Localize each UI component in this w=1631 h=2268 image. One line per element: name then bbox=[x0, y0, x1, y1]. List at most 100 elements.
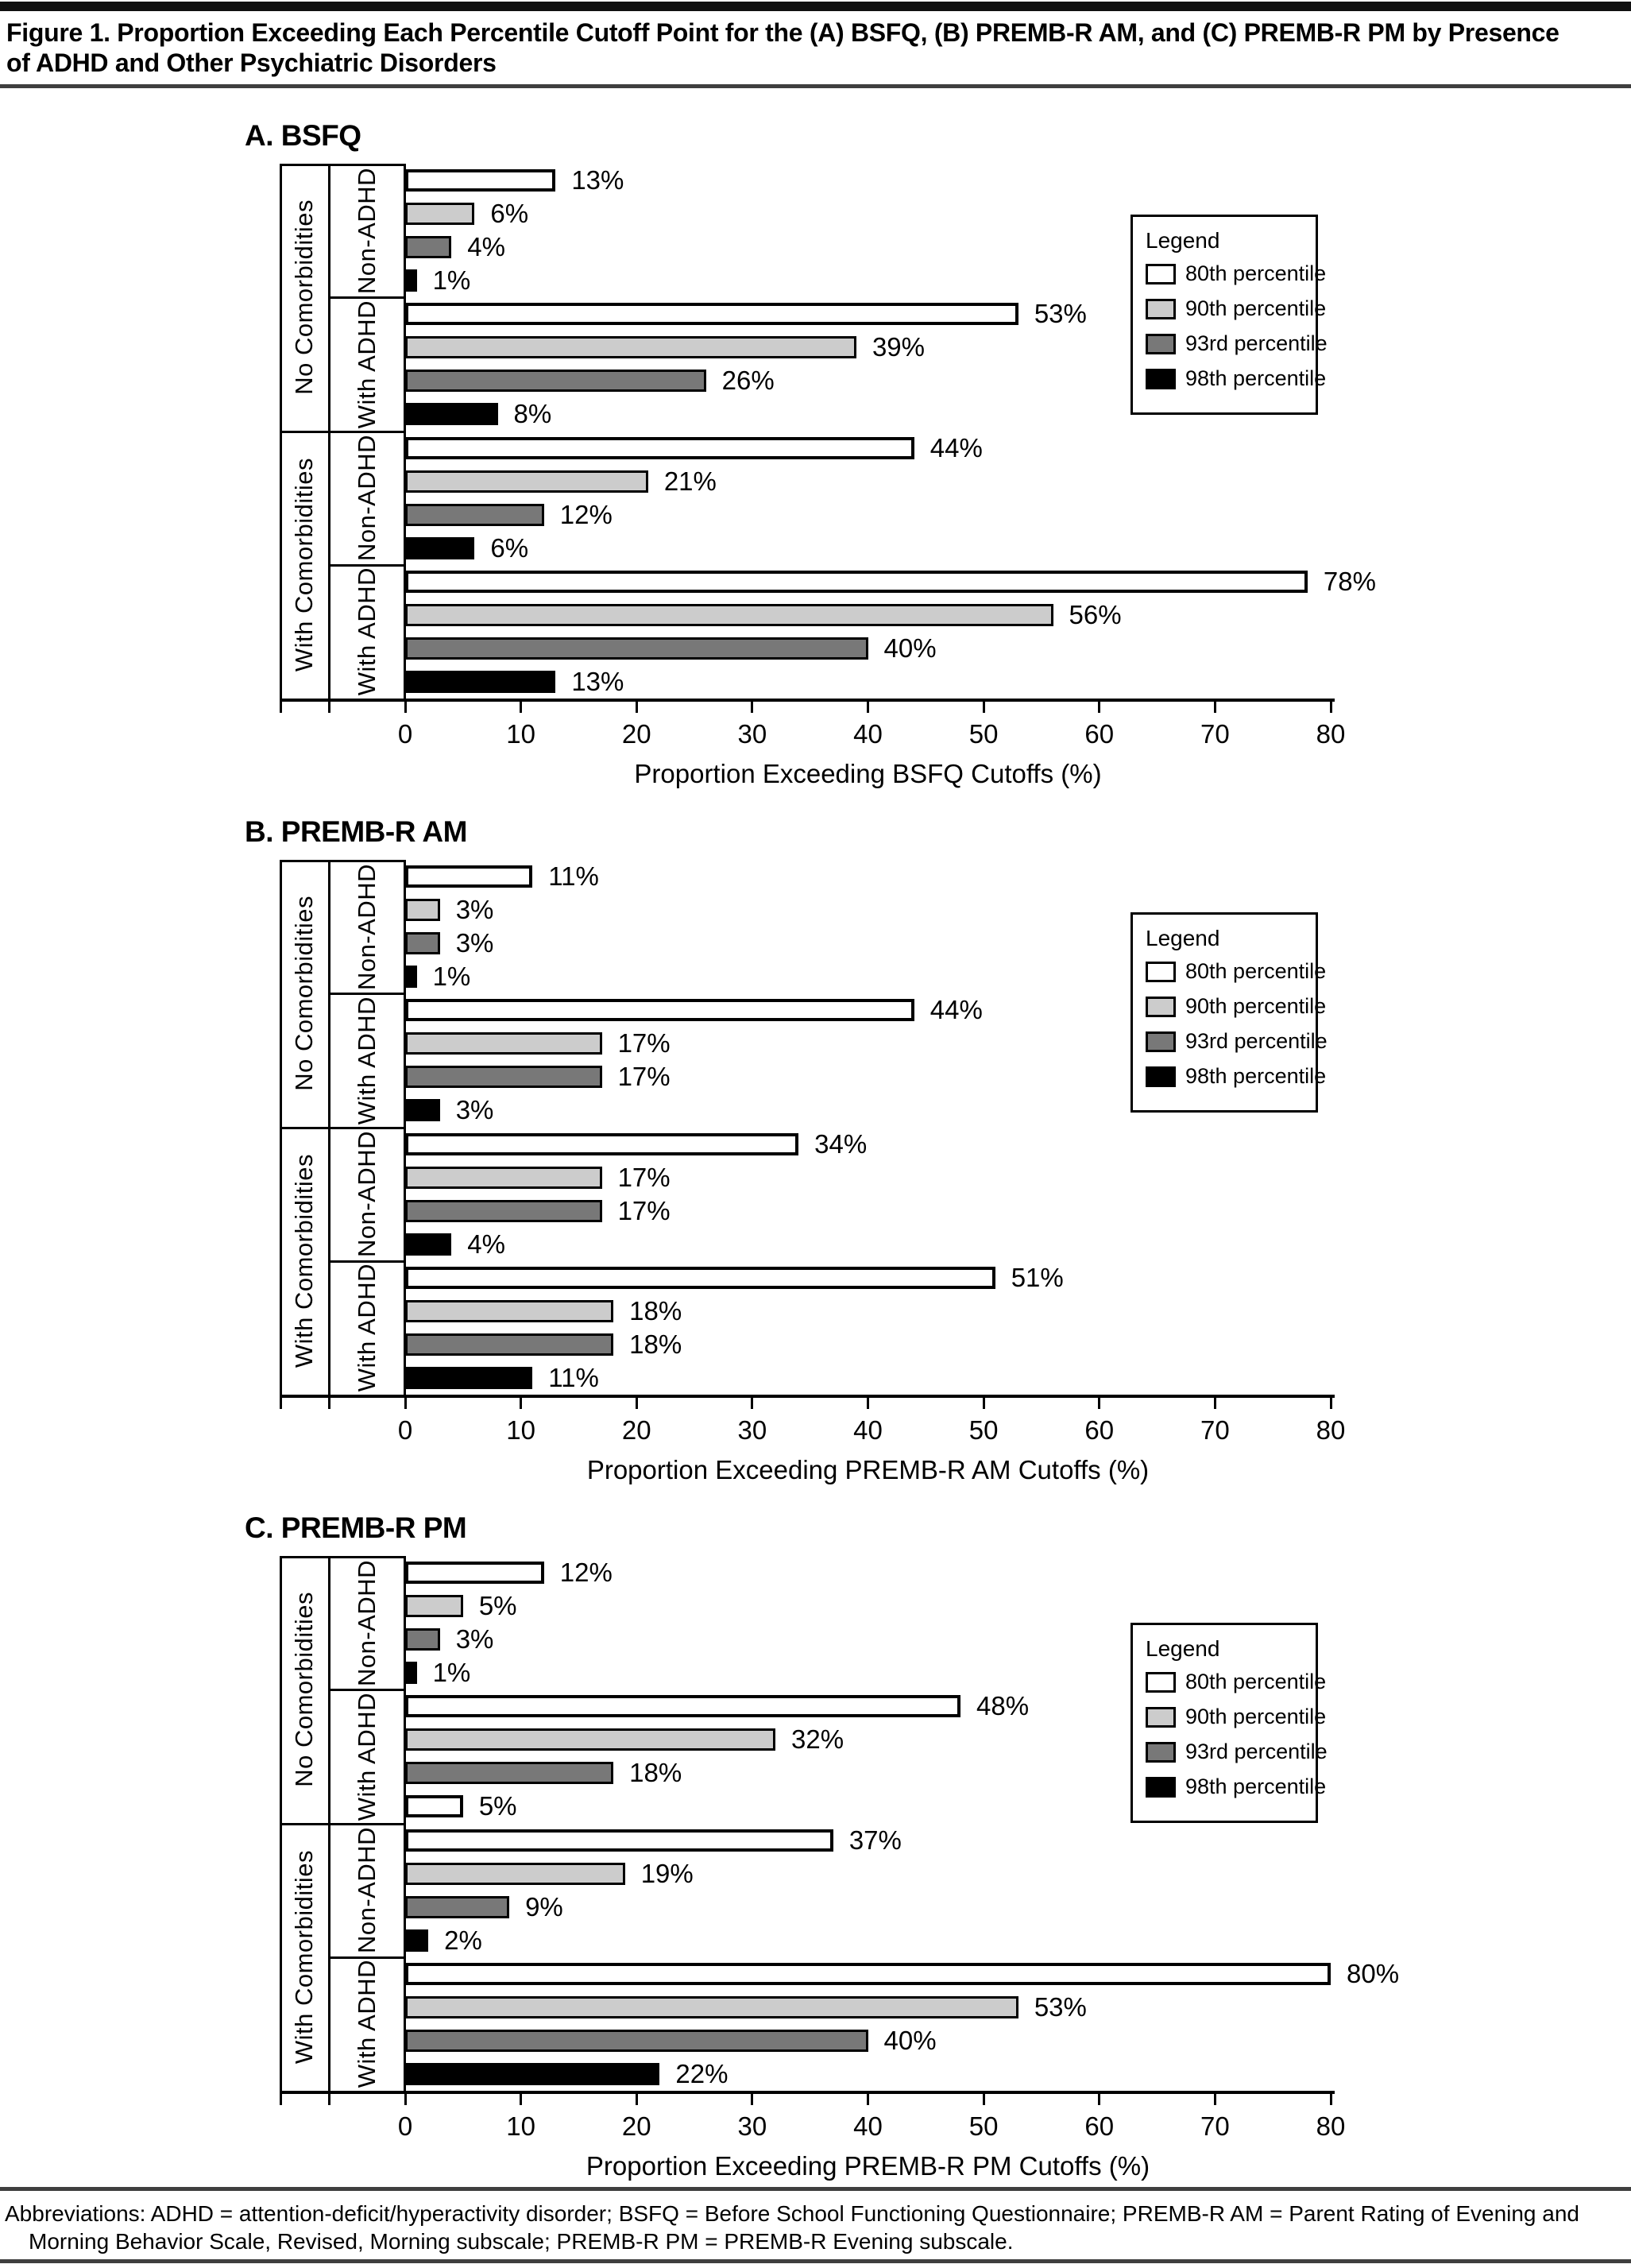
x-axis-tick-label: 30 bbox=[737, 719, 767, 749]
x-axis-tick-label: 20 bbox=[621, 719, 651, 749]
outer-group-label: No Comorbidities bbox=[280, 164, 328, 432]
x-axis-tick bbox=[982, 1398, 985, 1409]
bar-93rd bbox=[405, 236, 452, 259]
x-axis-tick-label: 40 bbox=[853, 1415, 883, 1445]
x-axis-tick bbox=[751, 702, 754, 713]
x-axis-title: Proportion Exceeding BSFQ Cutoffs (%) bbox=[634, 759, 1102, 788]
x-axis-tick bbox=[867, 2094, 869, 2105]
x-axis-tick-label: 80 bbox=[1316, 2111, 1346, 2141]
bar-value-label: 56% bbox=[1069, 599, 1122, 629]
bar-90th bbox=[405, 1166, 602, 1189]
subgroup-divider-lower bbox=[328, 1260, 405, 1263]
bar-value-label: 12% bbox=[559, 499, 613, 529]
group-table-outer-line bbox=[280, 860, 282, 1398]
x-axis-tick bbox=[635, 2094, 638, 2105]
legend-swatch-p93 bbox=[1146, 333, 1176, 354]
inner-group-label-text: With ADHD bbox=[352, 300, 381, 428]
bar-80th bbox=[405, 1829, 833, 1852]
x-axis-tick-label: 80 bbox=[1316, 719, 1346, 749]
x-axis-tick-label: 20 bbox=[621, 2111, 651, 2141]
bar-value-label: 6% bbox=[490, 199, 529, 229]
legend-item-label: 80th percentile bbox=[1185, 261, 1327, 285]
outer-group-label: With Comorbidities bbox=[280, 1128, 328, 1395]
inner-group-label: Non-ADHD bbox=[328, 432, 405, 565]
x-axis-tick-label: 70 bbox=[1200, 1415, 1230, 1445]
bar-80th bbox=[405, 1266, 995, 1289]
inner-group-label: With ADHD bbox=[328, 565, 405, 699]
x-axis-tick bbox=[280, 702, 282, 713]
x-axis-tick-label: 40 bbox=[853, 719, 883, 749]
bar-90th bbox=[405, 336, 856, 359]
x-axis-tick bbox=[1098, 702, 1101, 713]
bar-value-label: 12% bbox=[559, 1558, 613, 1588]
bar-value-label: 78% bbox=[1323, 566, 1376, 596]
bar-98th bbox=[405, 1662, 417, 1685]
figure-title: Figure 1. Proportion Exceeding Each Perc… bbox=[6, 17, 1627, 78]
bar-98th bbox=[405, 2062, 660, 2085]
bar-value-label: 11% bbox=[548, 1362, 599, 1392]
bar-value-label: 53% bbox=[1034, 299, 1087, 329]
legend-item: 80th percentile bbox=[1146, 261, 1326, 286]
group-divider-middle bbox=[280, 430, 405, 433]
bar-98th bbox=[405, 1233, 452, 1256]
bar-93rd bbox=[405, 370, 706, 393]
chart-title: C. PREMB-R PM bbox=[245, 1511, 467, 1544]
bar-98th bbox=[405, 1099, 440, 1122]
figure-title-line1: Figure 1. Proportion Exceeding Each Perc… bbox=[6, 18, 1559, 47]
chart-premb-r-pm: C. PREMB-R PM No Comorbidities With Comorb… bbox=[0, 1511, 1631, 2211]
abbreviations: Abbreviations: ADHD = attention-deficit/… bbox=[5, 2200, 1627, 2255]
inner-group-label: With ADHD bbox=[328, 993, 405, 1127]
bar-90th bbox=[405, 1299, 614, 1322]
outer-group-label: With Comorbidities bbox=[280, 432, 328, 699]
x-axis-line bbox=[280, 699, 1335, 702]
bar-98th bbox=[405, 670, 556, 693]
x-axis-tick-label: 50 bbox=[968, 1415, 999, 1445]
inner-group-label: Non-ADHD bbox=[328, 860, 405, 993]
chart-premb-r-am: B. PREMB-R AM No Comorbidities With Comorb… bbox=[0, 815, 1631, 1515]
x-axis-tick bbox=[1329, 702, 1332, 713]
chart-title: A. BSFQ bbox=[245, 119, 361, 152]
outer-group-label-text: With Comorbidities bbox=[289, 1850, 318, 2065]
legend-swatch-p93 bbox=[1146, 1741, 1176, 1763]
legend-title: Legend bbox=[1146, 1636, 1220, 1661]
legend-swatch-p90 bbox=[1146, 1706, 1176, 1728]
legend-item-label: 98th percentile bbox=[1185, 1775, 1327, 1798]
legend-item-label: 80th percentile bbox=[1185, 959, 1327, 983]
bar-value-label: 21% bbox=[663, 466, 717, 496]
outer-group-label: No Comorbidities bbox=[280, 1556, 328, 1824]
x-axis-tick bbox=[328, 702, 330, 713]
legend-box: Legend 80th percentile 90th percentile 93rd… bbox=[1130, 912, 1328, 1113]
x-axis-tick bbox=[520, 1398, 523, 1409]
inner-group-label: With ADHD bbox=[328, 297, 405, 431]
bar-value-label: 40% bbox=[883, 2025, 937, 2055]
bar-value-label: 26% bbox=[721, 366, 775, 396]
bar-80th bbox=[405, 865, 533, 888]
bar-90th bbox=[405, 899, 440, 922]
group-table-outer-line bbox=[280, 164, 282, 702]
bar-value-label: 17% bbox=[617, 1028, 671, 1059]
bar-value-label: 1% bbox=[432, 962, 471, 992]
inner-group-label-text: Non-ADHD bbox=[352, 435, 381, 562]
x-axis-tick bbox=[1329, 2094, 1332, 2105]
legend-item: 98th percentile bbox=[1146, 1064, 1326, 1089]
group-divider-top bbox=[280, 1556, 405, 1558]
subgroup-divider-upper bbox=[328, 1689, 405, 1692]
bar-value-label: 4% bbox=[467, 1229, 505, 1259]
legend-swatch-p98 bbox=[1146, 368, 1176, 389]
x-axis-tick-label: 60 bbox=[1084, 719, 1115, 749]
legend-item: 80th percentile bbox=[1146, 959, 1326, 984]
group-divider-middle bbox=[280, 1126, 405, 1129]
group-divider-top bbox=[280, 860, 405, 862]
bar-value-label: 5% bbox=[478, 1791, 517, 1821]
abbreviations-line2: Morning Behavior Scale, Revised, Morning… bbox=[29, 2229, 1014, 2254]
bar-value-label: 9% bbox=[525, 1891, 563, 1922]
x-axis-tick-label: 80 bbox=[1316, 1415, 1346, 1445]
x-axis-tick-label: 0 bbox=[397, 2111, 413, 2141]
bar-value-label: 40% bbox=[883, 633, 937, 663]
x-axis-tick-label: 0 bbox=[397, 1415, 413, 1445]
group-divider-top bbox=[280, 164, 405, 166]
x-axis-tick-label: 10 bbox=[506, 2111, 535, 2141]
x-axis-tick bbox=[867, 1398, 869, 1409]
legend-title: Legend bbox=[1146, 228, 1220, 253]
bar-93rd bbox=[405, 1199, 602, 1222]
